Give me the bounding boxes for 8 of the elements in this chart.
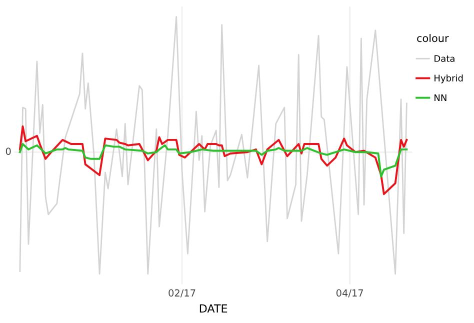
legend-title: colour <box>417 34 449 42</box>
ref-line-label: 0 <box>6 148 11 155</box>
legend-label: NN <box>434 94 446 101</box>
x-tick-label: 04/17 <box>336 289 363 298</box>
x-axis-title: DATE <box>200 304 228 313</box>
x-tick-label: 02/17 <box>168 289 196 298</box>
legend-label: Data <box>434 55 454 62</box>
legend-label: Hybrid <box>434 74 463 84</box>
